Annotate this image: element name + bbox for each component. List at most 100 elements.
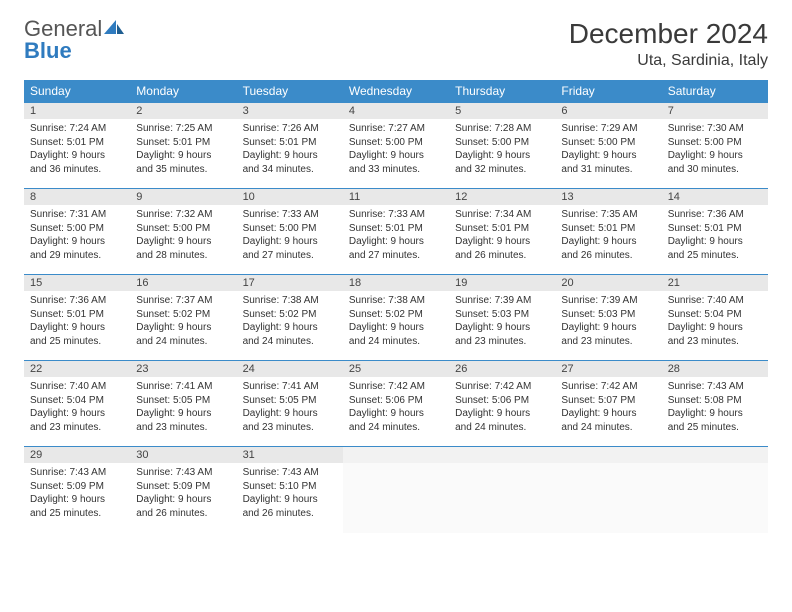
day-sr: Sunrise: 7:26 AM bbox=[243, 122, 337, 136]
day-dl2: and 25 minutes. bbox=[30, 335, 124, 349]
calendar-cell: 12Sunrise: 7:34 AMSunset: 5:01 PMDayligh… bbox=[449, 189, 555, 275]
dayhead-mon: Monday bbox=[130, 80, 236, 103]
day-dl2: and 30 minutes. bbox=[668, 163, 762, 177]
day-dl1: Daylight: 9 hours bbox=[668, 407, 762, 421]
day-number: 8 bbox=[24, 189, 130, 205]
day-sr: Sunrise: 7:39 AM bbox=[455, 294, 549, 308]
calendar-cell bbox=[449, 447, 555, 533]
day-sr: Sunrise: 7:32 AM bbox=[136, 208, 230, 222]
day-body: Sunrise: 7:32 AMSunset: 5:00 PMDaylight:… bbox=[130, 205, 236, 268]
day-dl2: and 23 minutes. bbox=[136, 421, 230, 435]
calendar-cell: 31Sunrise: 7:43 AMSunset: 5:10 PMDayligh… bbox=[237, 447, 343, 533]
day-number: 31 bbox=[237, 447, 343, 463]
day-ss: Sunset: 5:05 PM bbox=[243, 394, 337, 408]
day-sr: Sunrise: 7:29 AM bbox=[561, 122, 655, 136]
day-dl2: and 31 minutes. bbox=[561, 163, 655, 177]
day-body: Sunrise: 7:37 AMSunset: 5:02 PMDaylight:… bbox=[130, 291, 236, 354]
day-dl2: and 35 minutes. bbox=[136, 163, 230, 177]
day-ss: Sunset: 5:02 PM bbox=[349, 308, 443, 322]
day-number: 25 bbox=[343, 361, 449, 377]
day-number: 30 bbox=[130, 447, 236, 463]
calendar-row: 22Sunrise: 7:40 AMSunset: 5:04 PMDayligh… bbox=[24, 361, 768, 447]
calendar-cell: 22Sunrise: 7:40 AMSunset: 5:04 PMDayligh… bbox=[24, 361, 130, 447]
day-ss: Sunset: 5:08 PM bbox=[668, 394, 762, 408]
calendar-cell: 1Sunrise: 7:24 AMSunset: 5:01 PMDaylight… bbox=[24, 103, 130, 189]
day-sr: Sunrise: 7:30 AM bbox=[668, 122, 762, 136]
calendar-cell: 14Sunrise: 7:36 AMSunset: 5:01 PMDayligh… bbox=[662, 189, 768, 275]
day-dl2: and 24 minutes. bbox=[243, 335, 337, 349]
logo-text: General Blue bbox=[24, 18, 124, 62]
day-number: 12 bbox=[449, 189, 555, 205]
day-dl1: Daylight: 9 hours bbox=[243, 407, 337, 421]
day-dl1: Daylight: 9 hours bbox=[668, 149, 762, 163]
day-number: 15 bbox=[24, 275, 130, 291]
calendar-cell: 23Sunrise: 7:41 AMSunset: 5:05 PMDayligh… bbox=[130, 361, 236, 447]
day-sr: Sunrise: 7:28 AM bbox=[455, 122, 549, 136]
day-sr: Sunrise: 7:41 AM bbox=[136, 380, 230, 394]
calendar-cell bbox=[343, 447, 449, 533]
day-dl2: and 28 minutes. bbox=[136, 249, 230, 263]
day-body: Sunrise: 7:39 AMSunset: 5:03 PMDaylight:… bbox=[449, 291, 555, 354]
day-body: Sunrise: 7:36 AMSunset: 5:01 PMDaylight:… bbox=[662, 205, 768, 268]
day-ss: Sunset: 5:09 PM bbox=[136, 480, 230, 494]
day-dl1: Daylight: 9 hours bbox=[455, 321, 549, 335]
day-sr: Sunrise: 7:37 AM bbox=[136, 294, 230, 308]
day-number-empty bbox=[449, 447, 555, 463]
day-ss: Sunset: 5:04 PM bbox=[668, 308, 762, 322]
day-number: 4 bbox=[343, 103, 449, 119]
location-subtitle: Uta, Sardinia, Italy bbox=[569, 52, 768, 70]
day-ss: Sunset: 5:00 PM bbox=[136, 222, 230, 236]
day-number: 26 bbox=[449, 361, 555, 377]
day-sr: Sunrise: 7:35 AM bbox=[561, 208, 655, 222]
dayhead-thu: Thursday bbox=[449, 80, 555, 103]
calendar-cell: 2Sunrise: 7:25 AMSunset: 5:01 PMDaylight… bbox=[130, 103, 236, 189]
day-body: Sunrise: 7:41 AMSunset: 5:05 PMDaylight:… bbox=[237, 377, 343, 440]
day-ss: Sunset: 5:05 PM bbox=[136, 394, 230, 408]
calendar-cell: 16Sunrise: 7:37 AMSunset: 5:02 PMDayligh… bbox=[130, 275, 236, 361]
day-body: Sunrise: 7:35 AMSunset: 5:01 PMDaylight:… bbox=[555, 205, 661, 268]
day-dl1: Daylight: 9 hours bbox=[561, 235, 655, 249]
day-dl1: Daylight: 9 hours bbox=[30, 493, 124, 507]
day-dl1: Daylight: 9 hours bbox=[561, 407, 655, 421]
day-dl2: and 23 minutes. bbox=[455, 335, 549, 349]
day-sr: Sunrise: 7:43 AM bbox=[243, 466, 337, 480]
day-dl1: Daylight: 9 hours bbox=[243, 321, 337, 335]
day-number: 1 bbox=[24, 103, 130, 119]
day-number: 3 bbox=[237, 103, 343, 119]
page-title: December 2024 bbox=[569, 18, 768, 50]
day-body: Sunrise: 7:27 AMSunset: 5:00 PMDaylight:… bbox=[343, 119, 449, 182]
day-dl2: and 24 minutes. bbox=[349, 335, 443, 349]
day-sr: Sunrise: 7:42 AM bbox=[349, 380, 443, 394]
day-sr: Sunrise: 7:36 AM bbox=[668, 208, 762, 222]
day-sr: Sunrise: 7:39 AM bbox=[561, 294, 655, 308]
day-ss: Sunset: 5:01 PM bbox=[349, 222, 443, 236]
day-ss: Sunset: 5:00 PM bbox=[455, 136, 549, 150]
day-body: Sunrise: 7:29 AMSunset: 5:00 PMDaylight:… bbox=[555, 119, 661, 182]
day-sr: Sunrise: 7:27 AM bbox=[349, 122, 443, 136]
calendar-row: 29Sunrise: 7:43 AMSunset: 5:09 PMDayligh… bbox=[24, 447, 768, 533]
calendar-row: 15Sunrise: 7:36 AMSunset: 5:01 PMDayligh… bbox=[24, 275, 768, 361]
day-dl1: Daylight: 9 hours bbox=[243, 235, 337, 249]
day-body: Sunrise: 7:34 AMSunset: 5:01 PMDaylight:… bbox=[449, 205, 555, 268]
dayhead-tue: Tuesday bbox=[237, 80, 343, 103]
calendar-cell: 29Sunrise: 7:43 AMSunset: 5:09 PMDayligh… bbox=[24, 447, 130, 533]
day-ss: Sunset: 5:03 PM bbox=[561, 308, 655, 322]
day-number: 5 bbox=[449, 103, 555, 119]
day-dl2: and 27 minutes. bbox=[349, 249, 443, 263]
day-ss: Sunset: 5:02 PM bbox=[136, 308, 230, 322]
day-dl2: and 26 minutes. bbox=[455, 249, 549, 263]
day-number: 17 bbox=[237, 275, 343, 291]
day-dl1: Daylight: 9 hours bbox=[455, 235, 549, 249]
day-dl1: Daylight: 9 hours bbox=[136, 235, 230, 249]
calendar-cell: 19Sunrise: 7:39 AMSunset: 5:03 PMDayligh… bbox=[449, 275, 555, 361]
day-number-empty bbox=[343, 447, 449, 463]
day-body: Sunrise: 7:31 AMSunset: 5:00 PMDaylight:… bbox=[24, 205, 130, 268]
calendar-cell: 24Sunrise: 7:41 AMSunset: 5:05 PMDayligh… bbox=[237, 361, 343, 447]
title-block: December 2024 Uta, Sardinia, Italy bbox=[569, 18, 768, 70]
calendar-cell: 4Sunrise: 7:27 AMSunset: 5:00 PMDaylight… bbox=[343, 103, 449, 189]
calendar-cell: 30Sunrise: 7:43 AMSunset: 5:09 PMDayligh… bbox=[130, 447, 236, 533]
day-dl2: and 24 minutes. bbox=[561, 421, 655, 435]
day-number: 10 bbox=[237, 189, 343, 205]
day-ss: Sunset: 5:00 PM bbox=[668, 136, 762, 150]
day-dl1: Daylight: 9 hours bbox=[136, 493, 230, 507]
